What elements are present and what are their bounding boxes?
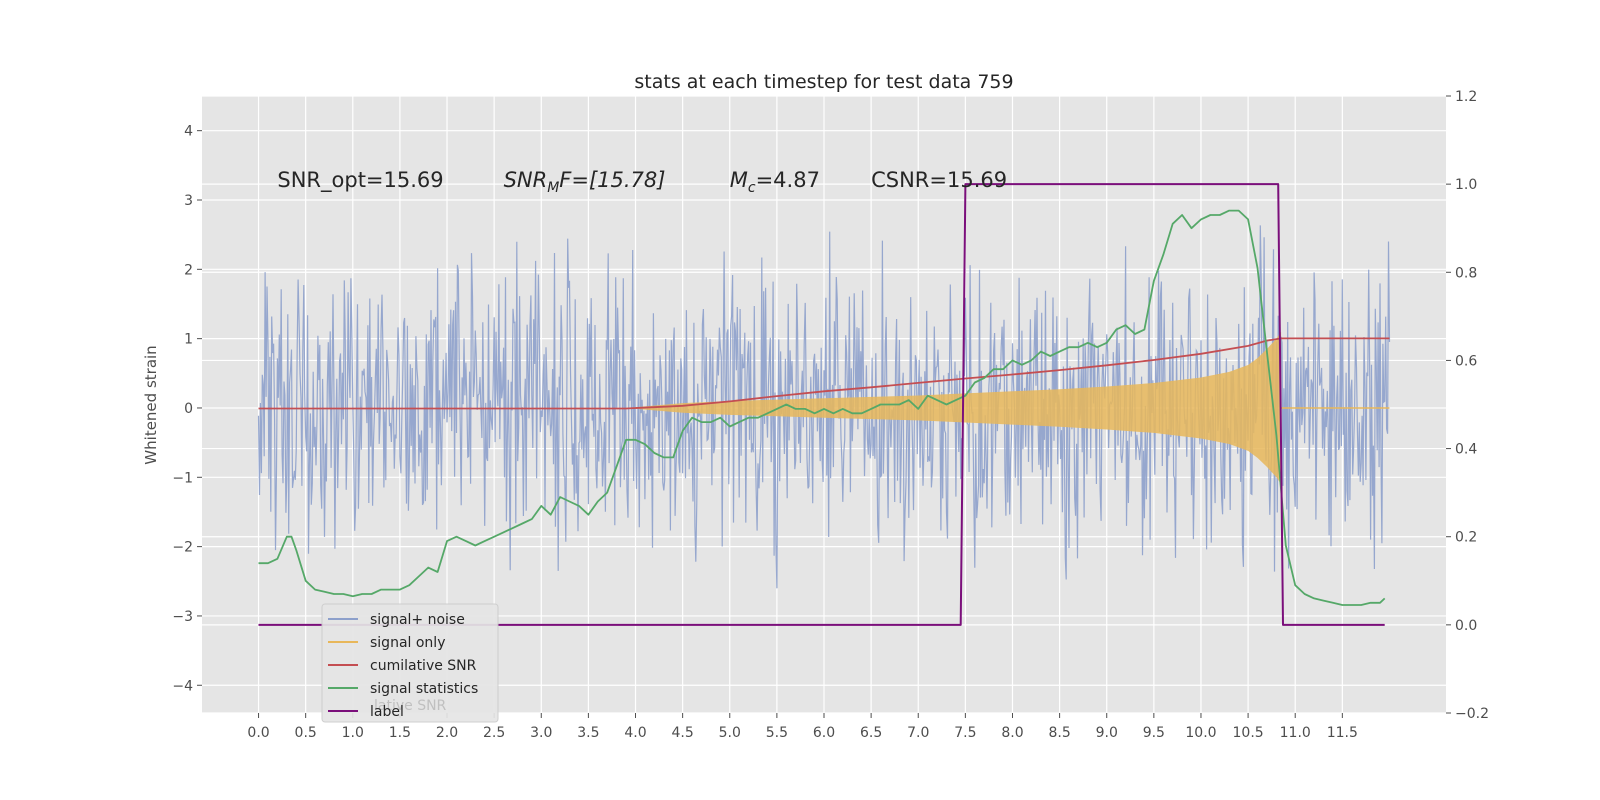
x-tick-label: 9.5 (1143, 725, 1165, 741)
annotation-subscript: c (748, 180, 756, 196)
tick-labels: 0.0 0.5 1.0 1.5 2.0 2.5 3.0 3.5 4.0 4.5 5.0 5.5 6.0 6… (172, 89, 1489, 741)
x-tick-label: 5.5 (766, 725, 788, 741)
y-tick-label-right: 0.8 (1455, 265, 1477, 281)
legend-box (321, 603, 499, 723)
x-tick-label: 6.0 (813, 725, 835, 741)
annotation-main: M (730, 168, 748, 192)
legend: lative SNR signal+ noise signal only cumila… (321, 603, 499, 723)
signal-noise-line (257, 225, 1391, 589)
chart-title: stats at each timestep for test data 759 (634, 71, 1013, 93)
x-tick-label: 0.0 (247, 725, 269, 741)
legend-label: signal statistics (370, 681, 478, 697)
x-tick-label: 1.5 (389, 725, 411, 741)
y-tick-label-right: 0.4 (1455, 442, 1477, 458)
cumulative-snr-line (258, 337, 1390, 410)
x-tick-label: 4.0 (624, 725, 646, 741)
x-tick-label: 2.0 (436, 725, 458, 741)
y-tick-label-left: −4 (172, 678, 193, 694)
legend-label: signal only (370, 635, 445, 651)
y-tick-label-right: 1.2 (1455, 89, 1477, 105)
x-tick-label: 10.5 (1233, 725, 1264, 741)
annotation-rest: =4.87 (756, 168, 820, 192)
y-tick-label-left: 4 (184, 124, 193, 140)
annotation-main: SNR (504, 168, 548, 192)
signal-noise-series (257, 225, 1391, 589)
annotation-text: SNR_opt=15.69 (277, 168, 443, 193)
y-tick-label-left: −3 (172, 609, 193, 625)
y-tick-label-left: −1 (172, 470, 193, 486)
y-tick-label-right: 0.0 (1455, 618, 1477, 634)
line-series (258, 183, 1390, 626)
x-tick-label: 1.0 (342, 725, 364, 741)
y-tick-label-right: 0.2 (1455, 530, 1477, 546)
annotation-rest: F=[15.78] (559, 168, 665, 192)
x-tick-label: 10.0 (1185, 725, 1216, 741)
legend-label: signal+ noise (370, 612, 465, 628)
y-tick-label-right: 1.0 (1455, 177, 1477, 193)
y-tick-label-right: −0.2 (1455, 706, 1489, 722)
x-tick-label: 8.0 (1001, 725, 1023, 741)
x-tick-label: 5.0 (719, 725, 741, 741)
annotation-subscript: M (547, 180, 559, 196)
y-tick-label-left: 1 (184, 332, 193, 348)
x-tick-label: 9.0 (1096, 725, 1118, 741)
legend-ghost-text: lative SNR (374, 698, 447, 714)
x-tick-label: 3.5 (577, 725, 599, 741)
y-axis-label: Whitened strain (142, 345, 160, 464)
x-tick-label: 0.5 (295, 725, 317, 741)
x-tick-label: 8.5 (1048, 725, 1070, 741)
y-tick-label-left: 3 (184, 193, 193, 209)
signal-statistics-line (258, 209, 1386, 606)
x-tick-label: 3.0 (530, 725, 552, 741)
label-line (258, 183, 1385, 626)
x-tick-label: 2.5 (483, 725, 505, 741)
y-tick-label-right: 0.6 (1455, 353, 1477, 369)
legend-label: label (370, 704, 404, 720)
annotation-text: SNRMF=[15.78] (504, 168, 666, 196)
x-tick-label: 7.5 (954, 725, 976, 741)
x-tick-label: 11.0 (1280, 725, 1311, 741)
annotations: SNR_opt=15.69 SNRMF=[15.78] Mc=4.87 CSNR=15… (277, 168, 1007, 196)
x-tick-label: 6.5 (860, 725, 882, 741)
annotation-text: CSNR=15.69 (871, 168, 1007, 192)
x-tick-label: 4.5 (672, 725, 694, 741)
legend-label: cumilative SNR (370, 658, 477, 674)
y-tick-label-left: −2 (172, 540, 193, 556)
x-tick-label: 11.5 (1327, 725, 1358, 741)
y-tick-label-left: 0 (184, 401, 193, 417)
annotation-text: Mc=4.87 (730, 168, 820, 196)
signal-only-envelope (626, 331, 1282, 485)
signal-only-series (626, 331, 1390, 485)
x-tick-label: 7.0 (907, 725, 929, 741)
y-tick-label-left: 2 (184, 262, 193, 278)
